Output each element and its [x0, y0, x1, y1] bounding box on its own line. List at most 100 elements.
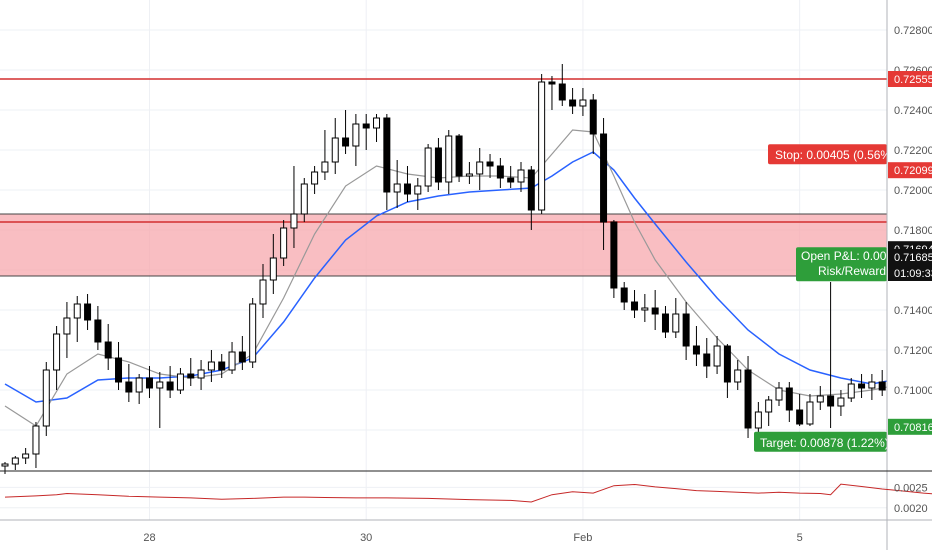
candle-body	[135, 377, 143, 393]
candle-body	[321, 161, 329, 173]
candle-body	[42, 369, 50, 427]
indicator-line	[4, 483, 932, 503]
candle-body	[496, 165, 504, 179]
candle-body	[331, 137, 339, 163]
price-tick-label: 0.71200	[894, 345, 932, 357]
candle-body	[837, 397, 845, 407]
candle-body	[878, 381, 886, 391]
candle-body	[207, 361, 215, 371]
candle-body	[465, 173, 473, 177]
candle-body	[651, 307, 659, 315]
time-tick-label: Feb	[573, 532, 592, 544]
candle-body	[538, 81, 546, 211]
candle-body	[290, 213, 298, 229]
time-tick-label: 30	[360, 532, 372, 544]
price-tick-label: 0.72400	[894, 105, 932, 117]
candle-body	[610, 221, 618, 289]
candle-body	[631, 301, 639, 311]
candle-body	[187, 373, 195, 379]
candle-body	[311, 171, 319, 185]
candle-body	[816, 395, 824, 403]
candle-body	[280, 227, 288, 259]
candle-body	[589, 99, 597, 135]
current-price-tag-box	[888, 249, 932, 265]
candle-body	[197, 369, 205, 379]
candle-body	[858, 383, 866, 389]
candle-body	[269, 257, 277, 281]
candle-body	[682, 313, 690, 347]
candle-body	[342, 137, 350, 147]
candle-body	[434, 147, 442, 183]
candle-body	[228, 351, 236, 371]
candle-body	[723, 345, 731, 383]
candle-body	[785, 387, 793, 411]
candle-body	[703, 353, 711, 367]
candle-body	[692, 345, 700, 355]
price-tick-label: 0.71000	[894, 385, 932, 397]
countdown-box	[888, 265, 932, 281]
candle-body	[672, 313, 680, 333]
candle-body	[414, 185, 422, 195]
current-price-tag: 0.71685	[894, 252, 932, 264]
candle-body	[166, 381, 174, 391]
candle-body	[383, 117, 391, 193]
stop-price-tag-box	[888, 162, 932, 179]
candle-body	[362, 123, 370, 129]
candle-body	[403, 183, 411, 195]
candle-body	[476, 161, 484, 175]
candle-body	[775, 387, 783, 401]
candle-body	[569, 99, 577, 107]
candle-body	[53, 333, 61, 371]
candle-body	[527, 169, 535, 211]
candle-body	[393, 183, 401, 193]
price-tick-label: 0.71400	[894, 305, 932, 317]
target-label-box	[754, 431, 887, 452]
target-price-tag-box	[888, 418, 932, 435]
time-tick-label: 5	[797, 532, 803, 544]
level-price-tag: 0.72555	[894, 74, 932, 86]
candle-body	[600, 133, 608, 223]
price-tick-label: 0.71800	[894, 225, 932, 237]
candle-body	[713, 345, 721, 367]
candle-body	[806, 401, 814, 425]
pl-label-box	[796, 247, 887, 282]
candle-body	[868, 381, 876, 389]
candle-body	[734, 369, 742, 383]
candle-body	[641, 307, 649, 311]
candle-body	[84, 303, 92, 321]
candle-body	[32, 425, 40, 455]
target-label-text: Target: 0.00878 (1.22%)	[760, 436, 889, 450]
pl-label-text: Open P&L: 0.0000	[801, 249, 900, 263]
candle-body	[1, 463, 9, 467]
candle-body	[424, 147, 432, 187]
candle-body	[249, 303, 257, 363]
candle-body	[63, 317, 71, 335]
candle-body	[145, 377, 153, 389]
candle-body	[445, 135, 453, 183]
price-tick-label: 0.72000	[894, 185, 932, 197]
stop-label-text: Stop: 0.00405 (0.56%)	[775, 148, 895, 162]
candle-body	[238, 351, 246, 363]
candle-body	[73, 303, 81, 319]
candle-body	[259, 279, 267, 305]
candle-body	[620, 287, 628, 303]
price-tick-label: 0.72800	[894, 25, 932, 37]
candle-body	[156, 381, 164, 389]
candle-body	[486, 161, 494, 167]
countdown-text: 01:09:33	[894, 268, 932, 280]
candle-body	[125, 381, 133, 393]
candle-body	[517, 169, 525, 183]
target-price-tag: 0.70816	[894, 422, 932, 434]
candle-body	[754, 411, 762, 429]
candle-body	[765, 399, 773, 413]
candle-body	[373, 117, 381, 129]
candle-body	[115, 357, 123, 383]
resistance-zone	[0, 214, 887, 276]
candle-body	[455, 135, 463, 177]
candle-body	[22, 453, 30, 459]
candle-body	[300, 183, 308, 215]
candle-body	[827, 395, 835, 407]
candle-body	[744, 369, 752, 429]
